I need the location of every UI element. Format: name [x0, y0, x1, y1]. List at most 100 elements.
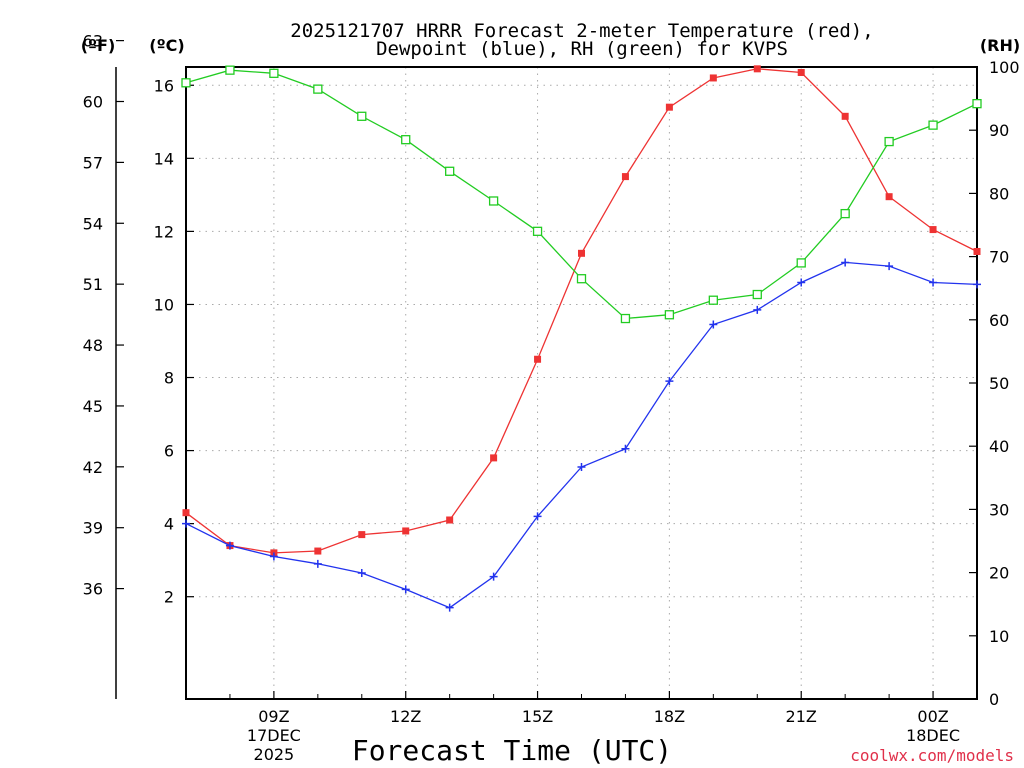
celsius-tick-label: 12 — [154, 222, 174, 241]
x-tick-label: 18Z — [654, 707, 685, 726]
rh-point — [708, 295, 718, 305]
x-tick-label: 15Z — [522, 707, 553, 726]
dewpoint-point — [357, 568, 366, 577]
chart-title-line2: Dewpoint (blue), RH (green) for KVPS — [376, 38, 788, 60]
rh-tick-label: 50 — [989, 374, 1009, 393]
2-meter-temperature-point — [578, 249, 585, 257]
fahrenheit-tick-label: 45 — [83, 397, 103, 416]
dewpoint-point — [225, 541, 234, 550]
2-meter-temperature-point — [841, 112, 849, 120]
dewpoint-point — [797, 278, 806, 287]
x-tick-date: 18DEC — [906, 726, 960, 745]
fahrenheit-tick-label: 51 — [83, 275, 103, 294]
2-meter-temperature-point — [402, 527, 410, 535]
celsius-tick-label: 6 — [164, 442, 174, 461]
dewpoint-point — [313, 559, 322, 568]
rh-point — [928, 120, 938, 130]
fahrenheit-tick-label: 63 — [83, 32, 103, 51]
2-meter-temperature-point — [490, 454, 498, 462]
fahrenheit-tick-label: 54 — [83, 214, 103, 233]
gridlines — [186, 67, 977, 699]
x-tick-year: 2025 — [254, 745, 295, 764]
rh-point — [620, 313, 631, 324]
x-tick-date: 17DEC — [247, 726, 301, 745]
dewpoint-point — [709, 320, 718, 329]
dewpoint-point — [665, 377, 674, 386]
data-series — [181, 65, 982, 612]
2-meter-temperature-point — [182, 509, 190, 517]
2-meter-temperature-point — [885, 193, 893, 201]
rh-tick-label: 0 — [989, 690, 999, 709]
credit-link[interactable]: coolwx.com/models — [850, 746, 1014, 765]
celsius-tick-label: 8 — [164, 369, 174, 388]
dewpoint-point — [973, 280, 981, 289]
fahrenheit-tick-label: 36 — [83, 580, 103, 599]
celsius-tick-label: 4 — [164, 515, 174, 534]
rh-tick-label: 30 — [989, 500, 1009, 519]
x-tick-label: 21Z — [786, 707, 817, 726]
fahrenheit-tick-label: 39 — [83, 519, 103, 538]
2-meter-temperature-line — [185, 68, 978, 554]
rh-point — [357, 111, 367, 121]
rh-tick-label: 60 — [989, 311, 1009, 330]
chart-title-line1: 2025121707 HRRR Forecast 2-meter Tempera… — [290, 20, 873, 42]
rh-point — [664, 310, 675, 320]
dewpoint-point — [621, 444, 630, 453]
x-tick-label: 12Z — [390, 707, 421, 726]
fahrenheit-tick-label: 42 — [83, 458, 103, 477]
2-meter-temperature-point — [446, 516, 454, 524]
rh-point — [445, 166, 455, 176]
dewpoint-line — [185, 261, 978, 609]
2-meter-temperature-point — [314, 547, 322, 555]
fahrenheit-tick-label: 57 — [83, 153, 103, 172]
dewpoint-point — [577, 463, 586, 472]
2-meter-temperature-point — [665, 103, 673, 111]
celsius-tick-label: 14 — [154, 149, 174, 168]
rh-point — [269, 68, 279, 78]
fahrenheit-tick-label: 48 — [83, 336, 103, 355]
rh-point — [532, 226, 543, 236]
rh-point — [488, 196, 499, 206]
dewpoint-point — [269, 552, 278, 561]
rh-tick-label: 70 — [989, 248, 1009, 267]
dewpoint-point — [885, 262, 894, 271]
x-axis-title: Forecast Time (UTC) — [352, 734, 672, 767]
rh-unit-label: (RH) — [980, 36, 1020, 55]
celsius-unit-label: (ºC) — [149, 36, 184, 55]
rh-tick-label: 90 — [989, 121, 1009, 140]
2-meter-temperature-point — [929, 226, 937, 234]
rh-point — [972, 99, 982, 109]
rh-point — [576, 274, 587, 284]
dewpoint-point — [445, 603, 454, 612]
rh-point — [401, 135, 411, 145]
rh-tick-label: 100 — [989, 58, 1020, 77]
2-meter-temperature-point — [621, 173, 629, 181]
rh-tick-label: 10 — [989, 627, 1009, 646]
rh-point — [181, 78, 191, 88]
2-meter-temperature-point — [709, 74, 717, 82]
rh-point — [225, 65, 235, 75]
rh-point — [840, 208, 850, 219]
x-tick-label: 09Z — [258, 707, 289, 726]
celsius-tick-label: 2 — [164, 588, 174, 607]
2-meter-temperature-point — [358, 531, 366, 539]
rh-tick-label: 80 — [989, 184, 1009, 203]
rh-tick-label: 20 — [989, 564, 1009, 583]
celsius-tick-label: 10 — [154, 295, 174, 314]
dewpoint-point — [929, 278, 938, 287]
fahrenheit-tick-label: 60 — [83, 93, 103, 112]
dewpoint-point — [182, 519, 190, 528]
2-meter-temperature-point — [534, 355, 542, 363]
dewpoint-point — [401, 585, 410, 594]
rh-point — [752, 289, 762, 300]
rh-point — [313, 84, 323, 94]
fahrenheit-unit-label: (ºF) — [81, 36, 116, 55]
axes: 2 4 6 8 10 12 14 16 36 39 42 45 48 51 54 57 60 63 0 10 20 30 4… — [83, 32, 1020, 764]
2-meter-temperature-point — [753, 65, 761, 73]
plot-frame — [185, 66, 978, 700]
rh-tick-label: 40 — [989, 437, 1009, 456]
x-tick-label: 00Z — [917, 707, 948, 726]
dewpoint-point — [533, 512, 542, 521]
dewpoint-point — [753, 305, 762, 314]
